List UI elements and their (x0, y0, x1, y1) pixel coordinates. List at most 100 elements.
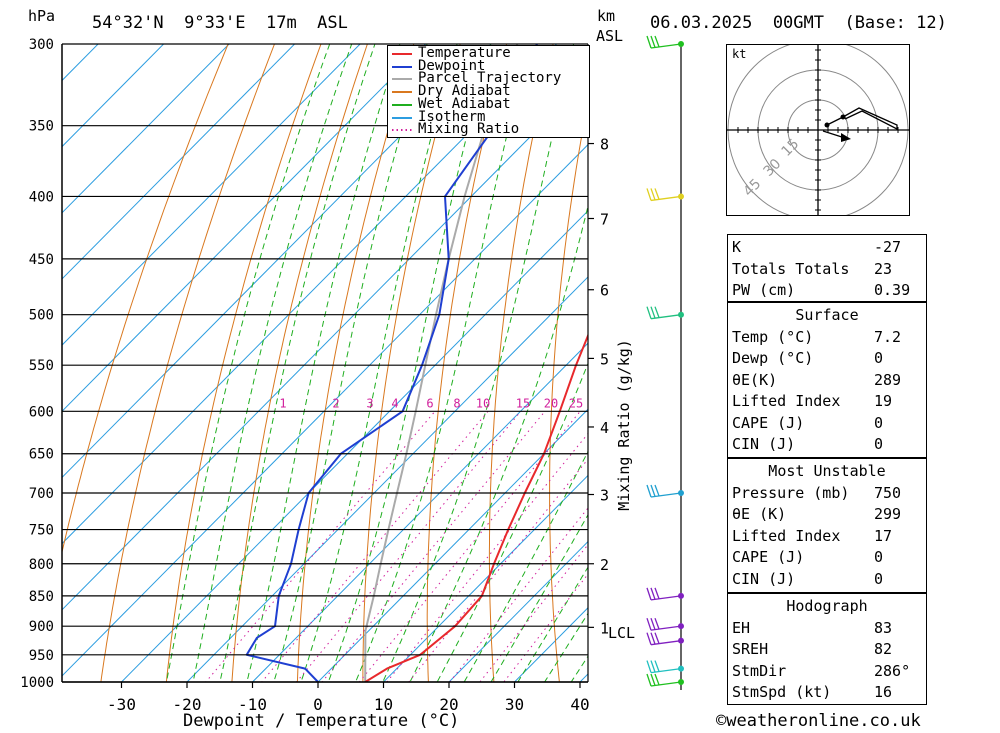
legend-label: Temperature (418, 45, 511, 61)
index-value: 17 (874, 526, 893, 545)
x-tick-label: -10 (238, 695, 267, 714)
mixing-ratio-tick-label: 4 (391, 396, 398, 410)
legend-swatch (392, 53, 412, 55)
credit-text: ©weatheronline.co.uk (716, 711, 921, 731)
pressure-tick-label: 650 (29, 447, 54, 463)
km-tick-label: 1 (600, 619, 609, 637)
km-tick-label: 7 (600, 211, 609, 229)
pressure-tick-label: 950 (29, 648, 54, 664)
index-box-title: Most Unstable (768, 462, 886, 480)
index-label: CAPE (J) (732, 413, 805, 432)
legend-label: Wet Adiabat (418, 95, 511, 112)
pressure-tick-label: 300 (29, 37, 54, 53)
pressure-tick-label: 1000 (20, 675, 54, 691)
hodograph-ring-label: 45 (741, 176, 765, 200)
index-label: StmSpd (kt) (732, 683, 832, 701)
mixing-ratio-axis-label: Mixing Ratio (g/kg) (615, 339, 633, 511)
km-tick-label: 5 (600, 350, 609, 368)
wet-adiabat-line (463, 450, 588, 682)
isotherm-line (62, 77, 588, 611)
pressure-tick-label: 700 (29, 486, 54, 502)
isotherm-line (382, 474, 588, 682)
index-row: CAPE (J) 0 (732, 413, 922, 434)
dry-adiabat-line (971, 0, 1000, 708)
pressure-unit-label: hPa (28, 7, 56, 25)
index-value: 23 (874, 259, 893, 278)
wind-barb (646, 617, 682, 631)
index-row: Pressure (mb) 750 (732, 483, 922, 504)
index-row: Lifted Index 17 (732, 526, 922, 547)
hodograph-unit-label: kt (732, 47, 746, 61)
lcl-label: LCL (608, 624, 635, 642)
index-row: Temp (°C) 7.2 (732, 327, 922, 348)
isotherm-line (62, 143, 588, 677)
height-unit-asl: ASL (596, 27, 624, 45)
index-row: θE(K) 289 (732, 370, 922, 391)
isotherm-line (186, 276, 588, 682)
index-value: 0 (874, 548, 884, 566)
isotherm-line (120, 210, 588, 682)
legend-swatch (392, 78, 412, 81)
index-label: θE(K) (732, 370, 778, 389)
index-label: StmDir (732, 661, 787, 680)
index-row: StmDir 286° (732, 661, 922, 682)
isotherm-line (62, 44, 230, 214)
hodograph-indices-box: Hodograph EH 83 SREH 82 StmDir 286° StmSpd (kt)… (727, 593, 927, 705)
wind-barb (646, 306, 682, 320)
index-value: 0 (874, 435, 884, 453)
index-value: 82 (874, 640, 893, 658)
index-value: 0.39 (874, 281, 911, 299)
index-value: 7.2 (874, 327, 902, 346)
hodograph-point (840, 114, 846, 120)
hodograph-trace (826, 107, 898, 131)
legend-item: Wet Adiabat (390, 95, 511, 112)
isotherm-line (62, 44, 361, 346)
index-row: CIN (J) 0 (732, 569, 922, 590)
wind-barb (646, 673, 682, 687)
index-row: EH 83 (732, 618, 922, 639)
index-value: 19 (874, 392, 893, 410)
index-label: θE (K) (732, 505, 787, 523)
wet-adiabat-line (409, 203, 588, 682)
legend-label: Mixing Ratio (418, 121, 520, 138)
index-label: Lifted Index (732, 392, 841, 410)
wet-adiabat-line (165, 44, 331, 682)
index-row: Totals Totals 23 (732, 259, 922, 280)
legend-swatch (392, 91, 412, 94)
index-label: K (732, 238, 742, 256)
index-value: 750 (874, 483, 902, 502)
most-unstable-box: Most Unstable Pressure (mb) 750 θE (K) 299 Li… (727, 458, 927, 593)
legend-swatch (392, 116, 412, 119)
pressure-tick-label: 800 (29, 557, 54, 573)
legend-label: Dry Adiabat (418, 83, 511, 100)
index-row: SREH 82 (732, 639, 922, 660)
wet-adiabat-line (219, 44, 376, 682)
km-tick-label: 4 (600, 419, 609, 437)
dry-adiabat-line (923, 0, 1000, 708)
pressure-tick-label: 750 (29, 523, 54, 539)
mixing-ratio-tick-label: 8 (453, 396, 460, 410)
index-label: CAPE (J) (732, 548, 805, 566)
isotherm-line (0, 0, 128, 708)
legend-item: Dewpoint (390, 59, 485, 73)
index-label: SREH (732, 640, 769, 658)
legend-swatch (392, 103, 412, 106)
x-axis-label: Dewpoint / Temperature (°C) (183, 711, 460, 731)
mixing-ratio-line (261, 410, 489, 682)
legend-item: Dry Adiabat (390, 83, 511, 100)
datetime-title: 06.03.2025 00GMT (Base: 12) (650, 13, 947, 33)
isotherm-line (251, 342, 588, 682)
parcel-trajectory-line (364, 44, 519, 682)
index-row: CAPE (J) 0 (732, 547, 922, 568)
surface-box: Surface Temp (°C) 7.2 Dewp (°C) 0 θE(K) 289 Lif… (727, 302, 927, 458)
legend-item: Temperature (390, 45, 511, 61)
index-value: 299 (874, 505, 902, 523)
dry-adiabat-line (100, 44, 276, 682)
index-label: PW (cm) (732, 281, 796, 299)
index-label: Lifted Index (732, 526, 841, 545)
index-label: Totals Totals (732, 259, 850, 278)
mixing-ratio-tick-label: 6 (426, 396, 433, 410)
index-row: PW (cm) 0.39 (732, 280, 922, 301)
indices-top-box: K -27 Totals Totals 23 PW (cm) 0.39 (727, 234, 927, 302)
index-row: Dewp (°C) 0 (732, 348, 922, 369)
